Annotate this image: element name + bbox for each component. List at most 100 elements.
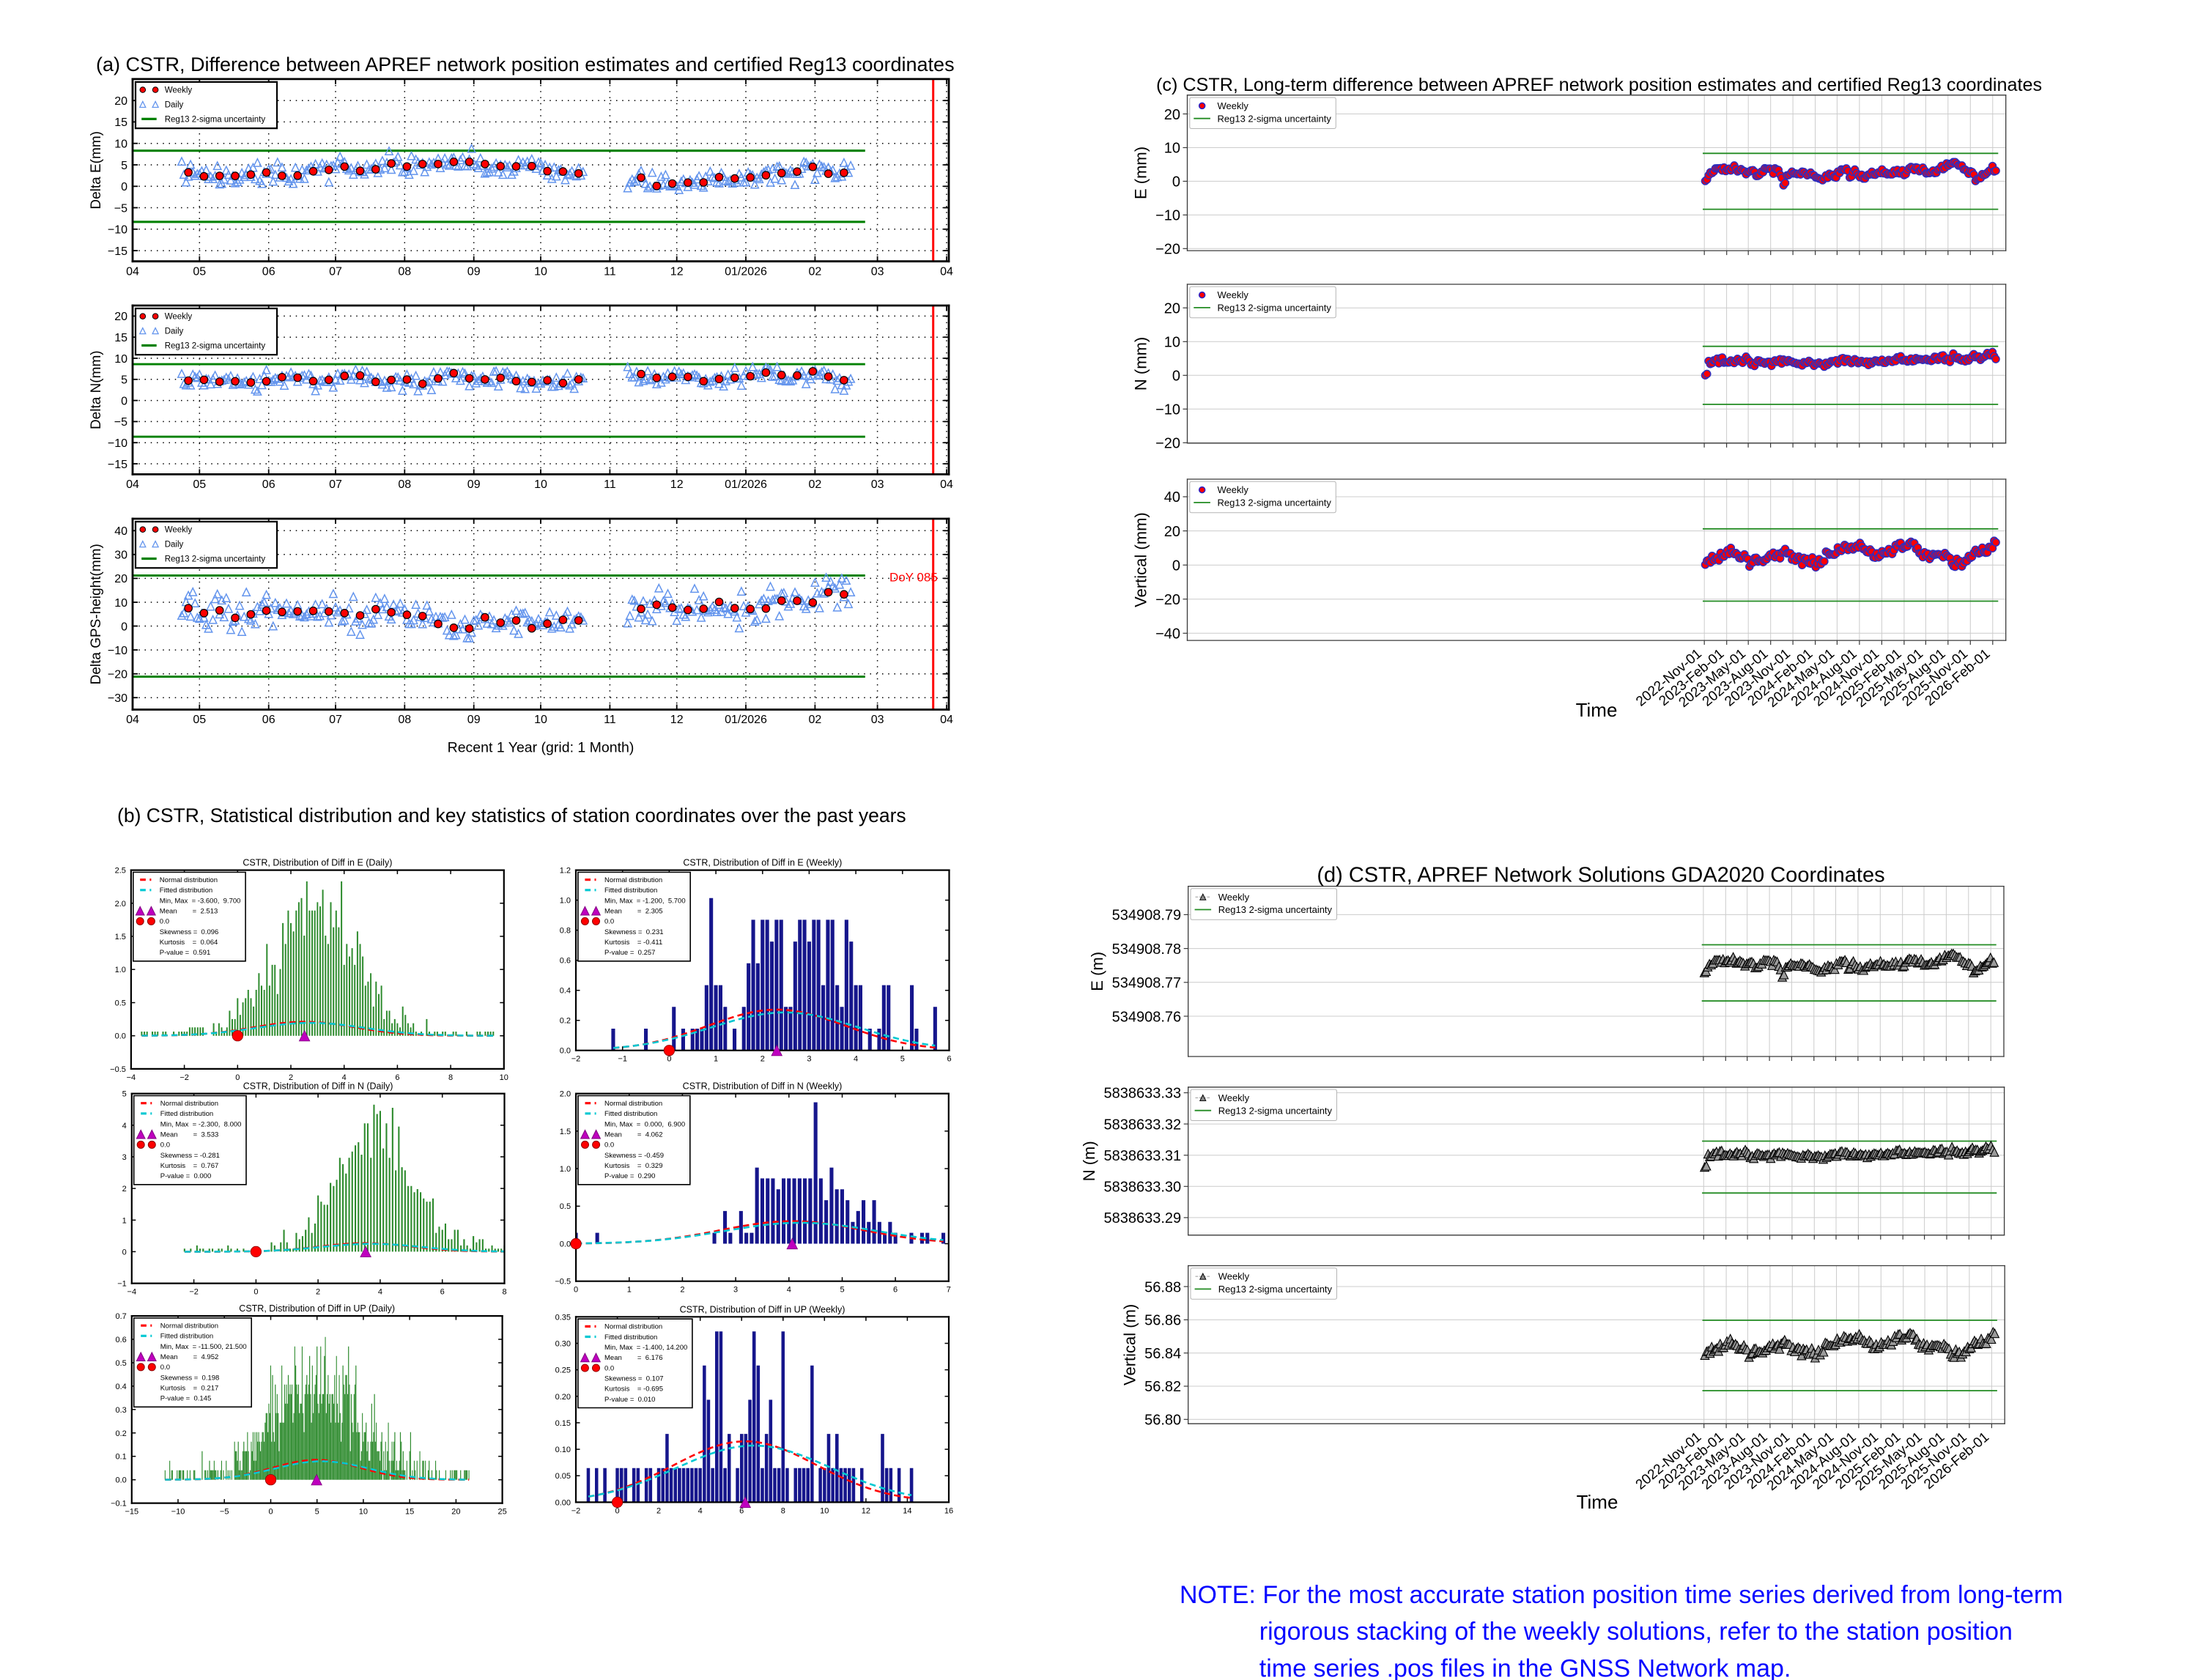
- svg-text:−30: −30: [108, 692, 127, 705]
- svg-text:09: 09: [467, 714, 481, 726]
- svg-text:Weekly: Weekly: [165, 526, 193, 535]
- svg-text:Min, Max = -1.200, 5.700: Min, Max = -1.200, 5.700: [604, 897, 686, 905]
- svg-text:10: 10: [500, 1073, 508, 1082]
- svg-text:Vertical (mm): Vertical (mm): [1131, 512, 1150, 607]
- svg-text:05: 05: [193, 265, 206, 278]
- svg-text:Kurtosis = 0.329: Kurtosis = 0.329: [604, 1162, 662, 1170]
- svg-text:8: 8: [502, 1288, 506, 1297]
- svg-text:0: 0: [1172, 558, 1180, 574]
- svg-text:Normal distribution: Normal distribution: [160, 876, 218, 884]
- svg-text:Skewness = 0.231: Skewness = 0.231: [604, 928, 664, 936]
- svg-text:12: 12: [862, 1506, 870, 1515]
- svg-text:0.15: 0.15: [555, 1419, 571, 1428]
- svg-text:P-value = 0.290: P-value = 0.290: [604, 1172, 655, 1180]
- svg-text:09: 09: [467, 478, 481, 491]
- svg-text:0: 0: [121, 395, 127, 407]
- svg-text:0.5: 0.5: [115, 999, 126, 1008]
- svg-text:DoY 085: DoY 085: [889, 570, 938, 584]
- svg-text:10: 10: [114, 597, 127, 610]
- svg-text:04: 04: [940, 265, 953, 278]
- svg-text:Reg13 2-sigma uncertainty: Reg13 2-sigma uncertainty: [1218, 303, 1332, 314]
- svg-text:Daily: Daily: [165, 541, 184, 549]
- svg-text:09: 09: [467, 265, 481, 278]
- svg-text:P-value = 0.145: P-value = 0.145: [160, 1395, 211, 1403]
- svg-text:20: 20: [451, 1508, 460, 1517]
- svg-text:56.84: 56.84: [1144, 1346, 1181, 1362]
- svg-text:0.0: 0.0: [160, 1141, 170, 1150]
- svg-text:Weekly: Weekly: [1218, 892, 1250, 903]
- svg-text:8: 8: [448, 1073, 453, 1082]
- svg-text:Fitted distribution: Fitted distribution: [160, 887, 212, 895]
- svg-text:Kurtosis = -0.411: Kurtosis = -0.411: [604, 939, 662, 947]
- svg-text:15: 15: [405, 1508, 414, 1517]
- svg-text:Time: Time: [1576, 699, 1618, 721]
- svg-text:Skewness = 0.107: Skewness = 0.107: [604, 1375, 664, 1383]
- svg-text:Mean = 4.952: Mean = 4.952: [160, 1353, 218, 1361]
- svg-text:Reg13 2-sigma uncertainty: Reg13 2-sigma uncertainty: [165, 115, 273, 124]
- svg-text:−10: −10: [108, 224, 127, 237]
- svg-text:0.0: 0.0: [604, 1141, 614, 1150]
- svg-text:06: 06: [262, 265, 275, 278]
- svg-text:0.20: 0.20: [555, 1393, 571, 1402]
- svg-text:E (m): E (m): [1088, 952, 1106, 991]
- svg-text:Kurtosis = 0.064: Kurtosis = 0.064: [160, 939, 218, 947]
- svg-text:10: 10: [1164, 335, 1180, 351]
- svg-text:25: 25: [497, 1508, 506, 1517]
- svg-text:−5: −5: [114, 202, 127, 215]
- svg-text:08: 08: [398, 478, 411, 491]
- svg-text:P-value = 0.591: P-value = 0.591: [160, 949, 210, 957]
- svg-text:01/2026: 01/2026: [725, 265, 767, 278]
- svg-text:2: 2: [680, 1286, 684, 1295]
- svg-text:2: 2: [761, 1055, 765, 1064]
- svg-text:−20: −20: [1155, 436, 1180, 452]
- svg-text:1.5: 1.5: [115, 933, 126, 941]
- svg-text:12: 12: [670, 714, 684, 726]
- svg-text:CSTR, Distribution of Diff in: CSTR, Distribution of Diff in N (Daily): [243, 1081, 393, 1092]
- svg-text:P-value = 0.010: P-value = 0.010: [604, 1396, 655, 1404]
- svg-text:−1: −1: [618, 1055, 627, 1064]
- svg-text:11: 11: [604, 265, 616, 278]
- svg-text:10: 10: [534, 265, 547, 278]
- svg-text:(d) CSTR, APREF Network Soluti: (d) CSTR, APREF Network Solutions GDA202…: [1317, 864, 1884, 887]
- svg-text:5838633.30: 5838633.30: [1104, 1180, 1182, 1196]
- svg-text:0: 0: [254, 1288, 258, 1297]
- svg-text:Weekly: Weekly: [165, 86, 193, 95]
- svg-text:0: 0: [121, 181, 127, 193]
- svg-text:5: 5: [840, 1286, 844, 1295]
- svg-text:06: 06: [262, 478, 275, 491]
- svg-text:2.0: 2.0: [560, 1090, 571, 1099]
- svg-text:−15: −15: [125, 1508, 138, 1517]
- svg-text:Fitted distribution: Fitted distribution: [160, 1333, 213, 1341]
- svg-text:CSTR, Distribution of Diff in: CSTR, Distribution of Diff in N (Weekly): [683, 1081, 843, 1092]
- svg-text:5: 5: [315, 1508, 319, 1517]
- svg-text:0.05: 0.05: [555, 1472, 571, 1481]
- svg-text:Mean = 2.305: Mean = 2.305: [604, 908, 662, 916]
- svg-text:4: 4: [122, 1122, 127, 1131]
- svg-text:20: 20: [114, 311, 127, 323]
- svg-text:03: 03: [871, 265, 884, 278]
- svg-text:01/2026: 01/2026: [725, 714, 767, 726]
- svg-text:Normal distribution: Normal distribution: [160, 1322, 218, 1331]
- svg-text:02: 02: [809, 714, 822, 726]
- svg-text:0.7: 0.7: [116, 1312, 127, 1321]
- svg-text:5838633.31: 5838633.31: [1104, 1148, 1182, 1164]
- svg-text:−0.5: −0.5: [555, 1278, 571, 1287]
- svg-text:−2: −2: [180, 1073, 189, 1082]
- svg-text:16: 16: [944, 1506, 953, 1515]
- svg-text:Min, Max = -3.600, 9.700: Min, Max = -3.600, 9.700: [160, 897, 241, 905]
- svg-text:Delta E(mm): Delta E(mm): [89, 131, 104, 210]
- svg-text:−0.5: −0.5: [110, 1065, 126, 1074]
- svg-text:(c) CSTR, Long-term difference: (c) CSTR, Long-term difference between A…: [1156, 75, 2042, 95]
- svg-text:−20: −20: [1155, 242, 1180, 258]
- svg-text:Vertical (m): Vertical (m): [1121, 1304, 1139, 1385]
- svg-text:10: 10: [1164, 141, 1180, 157]
- svg-text:Reg13 2-sigma uncertainty: Reg13 2-sigma uncertainty: [165, 342, 273, 351]
- svg-text:Normal distribution: Normal distribution: [604, 1323, 662, 1331]
- svg-text:1: 1: [627, 1286, 632, 1295]
- svg-text:4: 4: [854, 1055, 858, 1064]
- svg-text:0.8: 0.8: [560, 927, 571, 936]
- svg-text:0.5: 0.5: [560, 1202, 571, 1211]
- svg-text:0: 0: [667, 1055, 671, 1064]
- svg-text:12: 12: [670, 478, 684, 491]
- svg-text:05: 05: [193, 478, 206, 491]
